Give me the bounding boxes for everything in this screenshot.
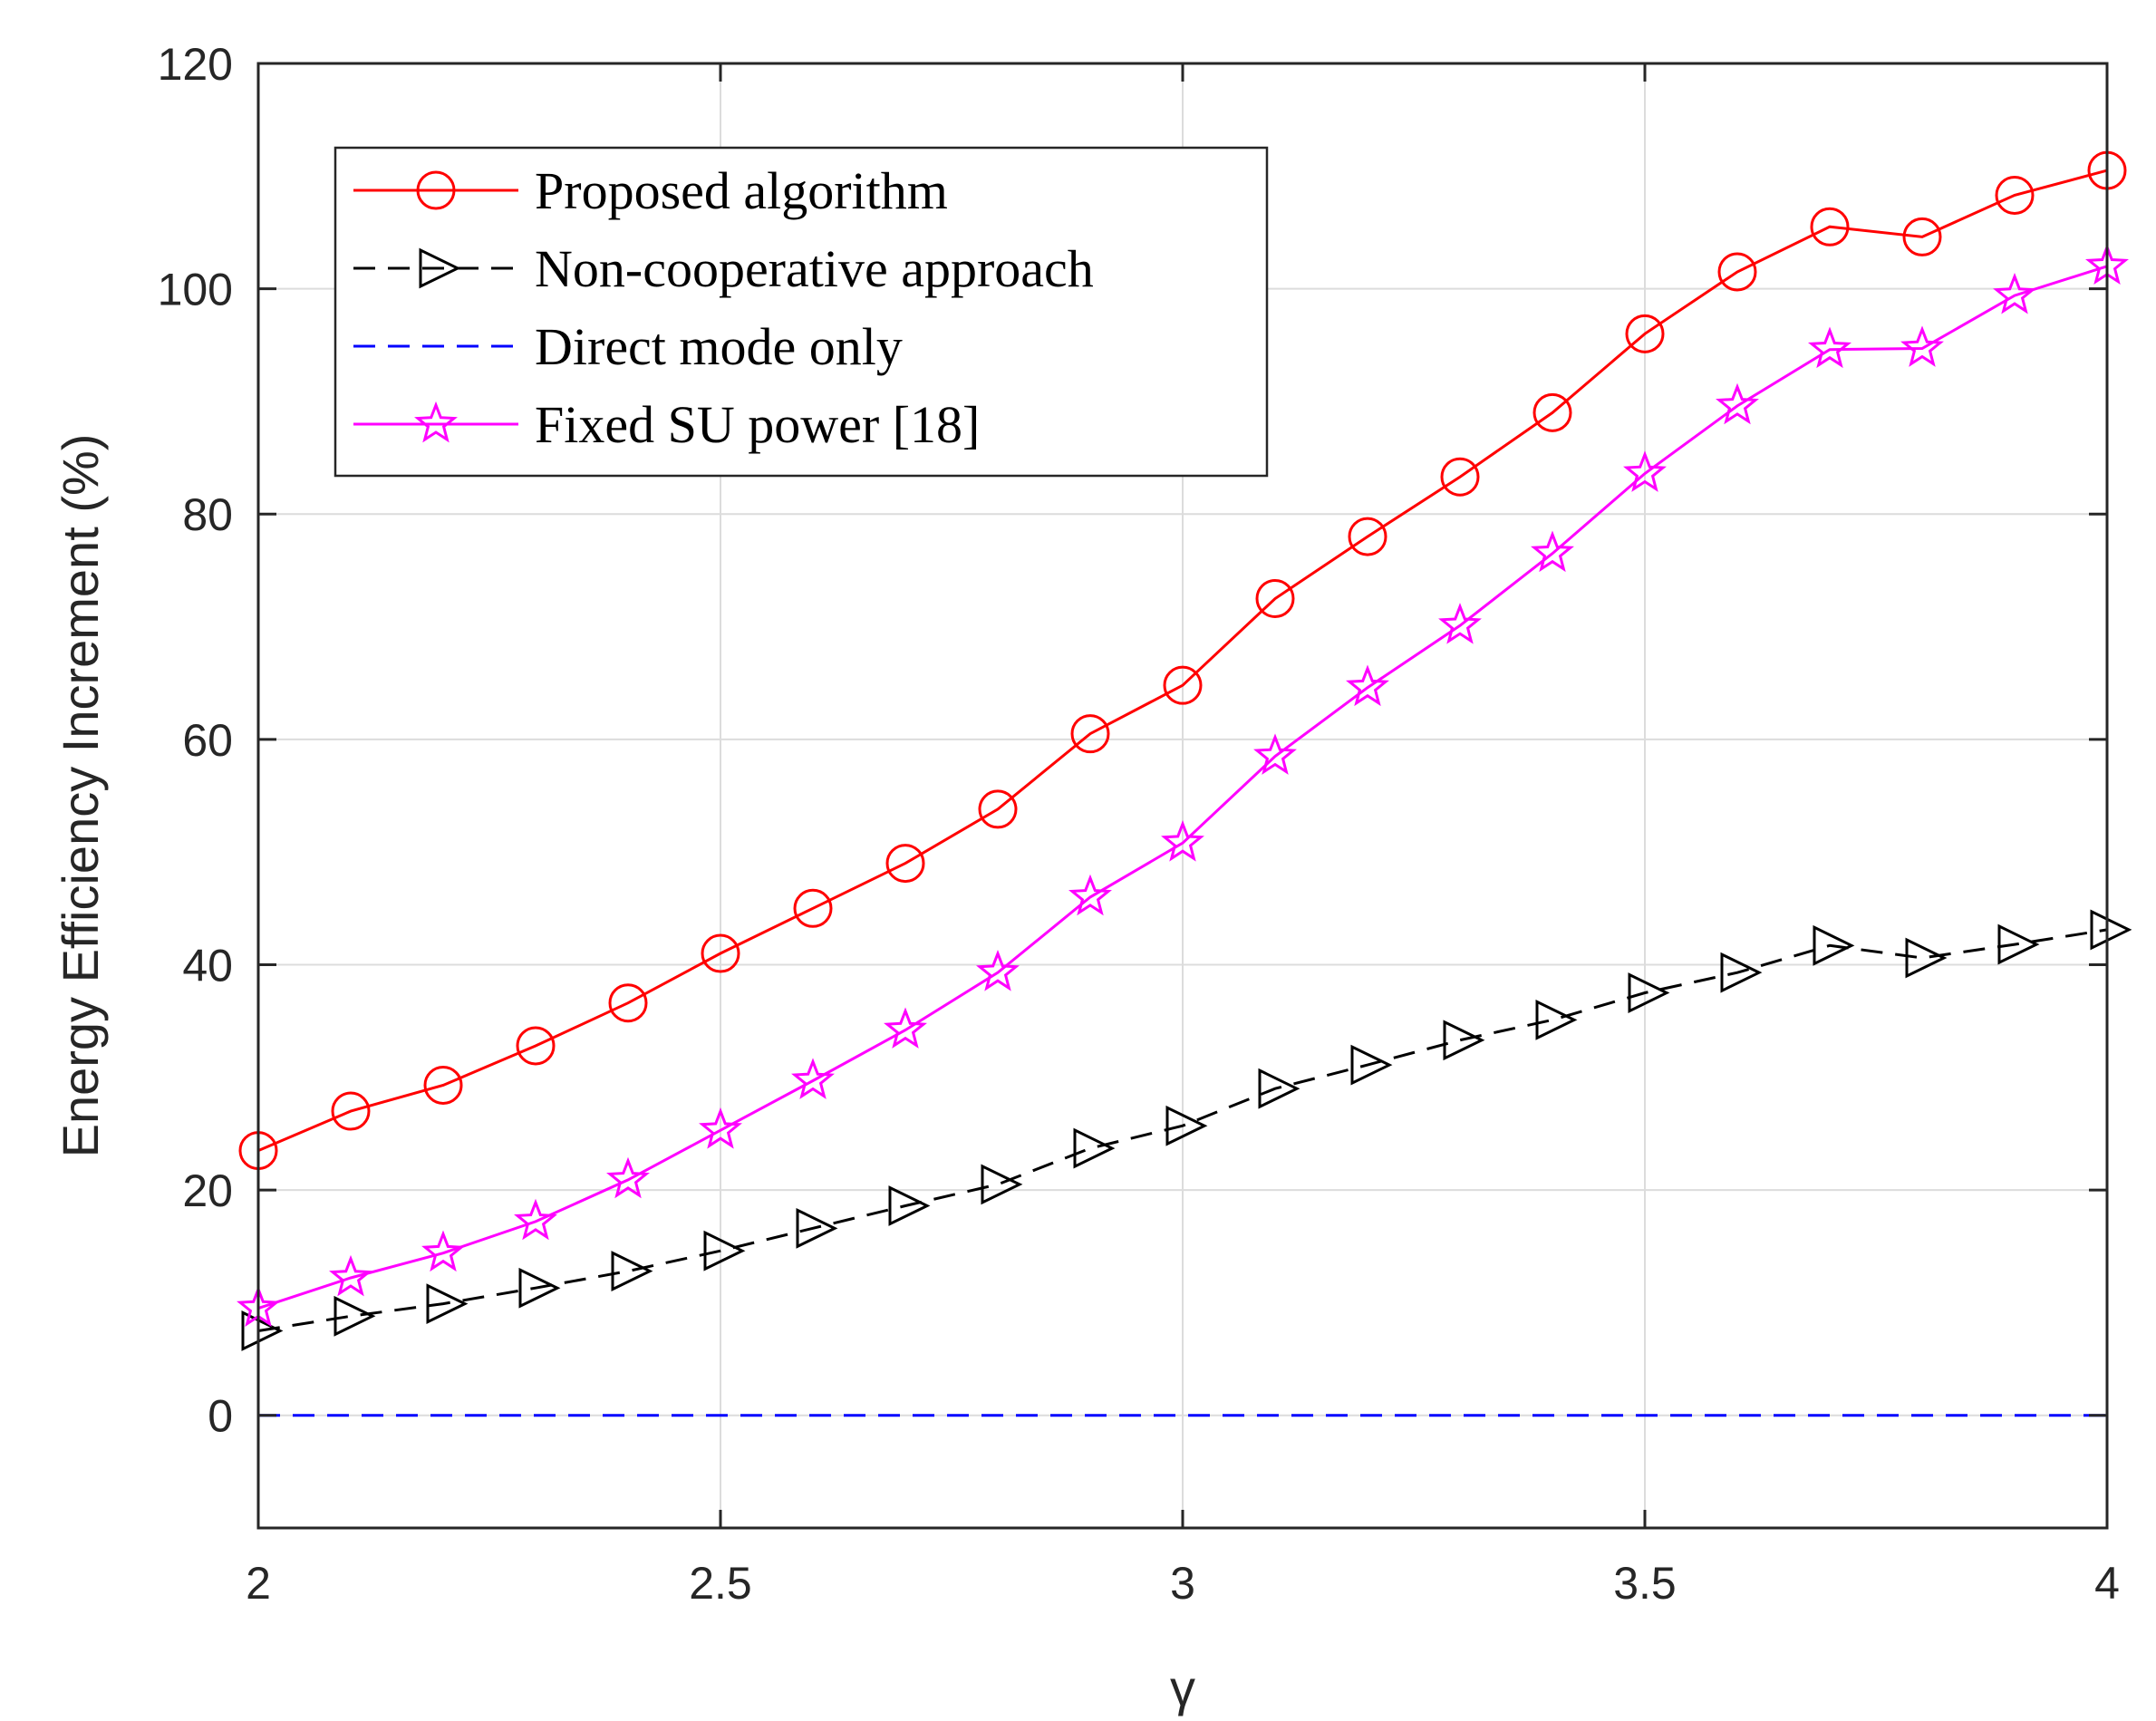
data-point [1535,999,1578,1040]
data-point [1625,314,1665,353]
x-tick-label: 2.5 [689,1558,752,1609]
y-tick-label: 40 [182,940,233,991]
x-tick-label: 3.5 [1613,1558,1677,1609]
data-point [1808,326,1851,369]
data-point [608,983,648,1023]
data-point [1253,733,1297,775]
data-point [703,1230,746,1271]
y-tick-label: 100 [158,265,233,315]
data-point [1720,952,1763,993]
legend-entry: Non-cooperative approach [353,239,1094,298]
data-point [1165,1105,1208,1146]
data-point [1717,252,1757,292]
data-point [1997,923,2040,965]
data-point [241,1310,284,1351]
data-point [1073,1127,1116,1169]
legend-marker [414,401,458,443]
data-point [1350,1044,1393,1086]
data-point [1438,603,1482,644]
data-point [978,789,1018,829]
data-point [1623,450,1667,492]
data-point [1810,207,1850,247]
legend-box [334,146,1269,478]
data-point [976,950,1020,991]
data-point [981,1164,1023,1205]
data-point [885,844,925,884]
data-point [1905,937,1948,979]
data-point [884,1007,927,1049]
data-point [1070,714,1110,754]
data-point [1346,664,1389,707]
x-tick-label: 2 [246,1558,271,1609]
legend-marker [419,247,461,289]
legend-label: Fixed SU power [18] [535,395,980,454]
x-axis-label: γ [1170,1659,1195,1716]
legend-label: Proposed algorithm [535,161,948,220]
series-line [257,265,2108,1310]
series-proposed-algorithm [238,150,2127,1171]
series-line [257,928,2108,1332]
data-point [1628,972,1670,1013]
data-point [329,1254,372,1297]
data-point [1255,578,1295,618]
data-point [1532,392,1572,432]
legend-entry: Fixed SU power [18] [353,395,980,454]
data-point [1902,217,1942,256]
y-tick-label: 60 [182,715,233,766]
series-non-cooperative-approach [241,909,2132,1351]
y-tick-label: 0 [208,1391,233,1442]
data-point [1716,382,1759,425]
series-layer [237,150,2132,1417]
y-tick-label: 80 [182,489,233,540]
data-point [791,1058,835,1099]
legend: Proposed algorithm Non-cooperative approa… [334,146,1269,478]
data-point [426,1283,469,1325]
data-point [1258,1068,1300,1109]
data-point [514,1198,557,1241]
series-fixed-su-power-18 [237,243,2129,1327]
legend-entry: Direct mode only [353,317,903,376]
legend-marker [416,170,456,210]
data-point [1443,1020,1485,1061]
data-point [606,1156,650,1199]
data-point [1993,272,2036,314]
data-point [1995,175,2035,215]
data-point [423,1065,463,1105]
data-point [1900,325,1944,367]
x-tick-label: 4 [2094,1558,2120,1609]
data-point [1531,530,1574,573]
y-tick-label: 20 [182,1165,233,1216]
data-point [1813,924,1855,966]
data-point [331,1091,371,1131]
x-tick-label: 3 [1170,1558,1195,1609]
data-point [2090,909,2132,951]
legend-label: Non-cooperative approach [535,239,1094,298]
data-point [1068,874,1112,916]
data-point [1161,820,1204,862]
data-point [699,1107,742,1149]
data-point [1440,457,1480,497]
data-point [888,1185,931,1226]
data-point [611,1251,653,1291]
y-tick-label: 120 [158,39,233,90]
data-point [701,933,740,973]
legend-label: Direct mode only [535,317,903,376]
ticks [256,62,2109,1528]
data-point [334,1295,376,1337]
y-axis-label: Energy Efficiency Increment (%) [52,434,109,1158]
data-point [518,1267,561,1309]
legend-entry: Proposed algorithm [353,161,948,220]
data-point [796,1207,838,1249]
data-point [1163,665,1203,705]
data-point [793,888,833,928]
series-line [257,169,2108,1152]
data-point [516,1026,556,1066]
data-point [421,1230,465,1272]
data-point [1348,517,1387,556]
